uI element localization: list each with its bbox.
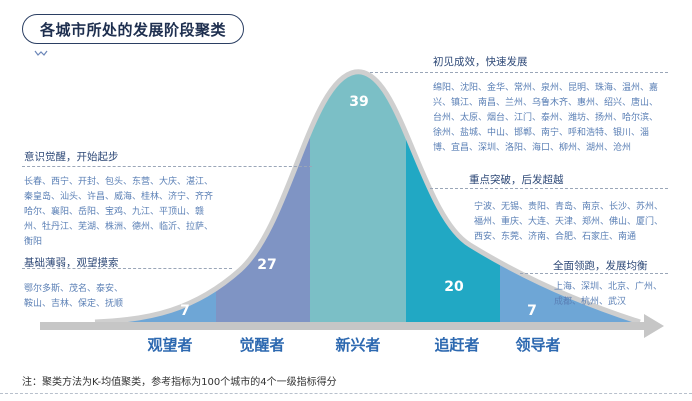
divider-base <box>22 268 232 269</box>
leading-cities: 上海、深圳、北京、广州、 成都、杭州、武汉 <box>554 282 663 307</box>
chasing-header: 重点突破，后发超越 <box>469 174 564 186</box>
chasing-cities: 宁波、无锡、贵阳、青岛、南京、长沙、苏州、 福州、重庆、大连、天津、郑州、佛山、… <box>474 202 664 242</box>
count-emerging: 39 <box>349 94 369 110</box>
base-cities: 鄂尔多斯、茂名、泰安、 鞍山、吉林、保定、抚顺 <box>24 284 124 309</box>
segment-awakened <box>216 71 312 322</box>
base-header: 基础薄弱，观望摸索 <box>24 257 119 269</box>
awake-header: 意识觉醒，开始起步 <box>24 151 119 163</box>
label-chasers: 追赶者 <box>434 336 480 354</box>
label-leaders: 领导者 <box>515 336 561 354</box>
emerging-cities: 绵阳、沈阳、金华、常州、泉州、昆明、珠海、温州、嘉 兴、镇江、南昌、兰州、乌鲁木… <box>433 83 659 153</box>
count-leaders: 7 <box>527 303 537 319</box>
bottom-divider <box>0 393 692 394</box>
segment-emerging <box>310 71 408 322</box>
bell-curve-outline <box>94 69 641 325</box>
label-awakened: 觉醒者 <box>239 336 285 354</box>
leading-header: 全面领跑，发展均衡 <box>553 260 648 272</box>
count-awakened: 27 <box>257 257 277 273</box>
count-chasers: 20 <box>444 279 464 295</box>
count-watchers: 7 <box>180 303 190 319</box>
emerging-header: 初见成效，快速发展 <box>433 56 528 68</box>
page-title: 各城市所处的发展阶段聚类 <box>22 14 244 44</box>
divider-leading <box>520 273 668 274</box>
chevron-down-icon <box>34 50 48 56</box>
label-emerging: 新兴者 <box>335 336 381 354</box>
divider-awake <box>22 166 312 167</box>
divider-emerging <box>370 72 668 73</box>
awake-cities: 长春、西宁、开封、包头、东营、大庆、湛江、 秦皇岛、汕头、许昌、威海、桂林、济宁… <box>24 177 214 247</box>
footnote: 注：聚类方法为K-均值聚类，参考指标为100个城市的4个一级指标得分 <box>22 377 337 388</box>
arrow-head-icon <box>644 314 664 338</box>
divider-chasing <box>430 188 668 189</box>
label-watchers: 观望者 <box>147 336 193 354</box>
